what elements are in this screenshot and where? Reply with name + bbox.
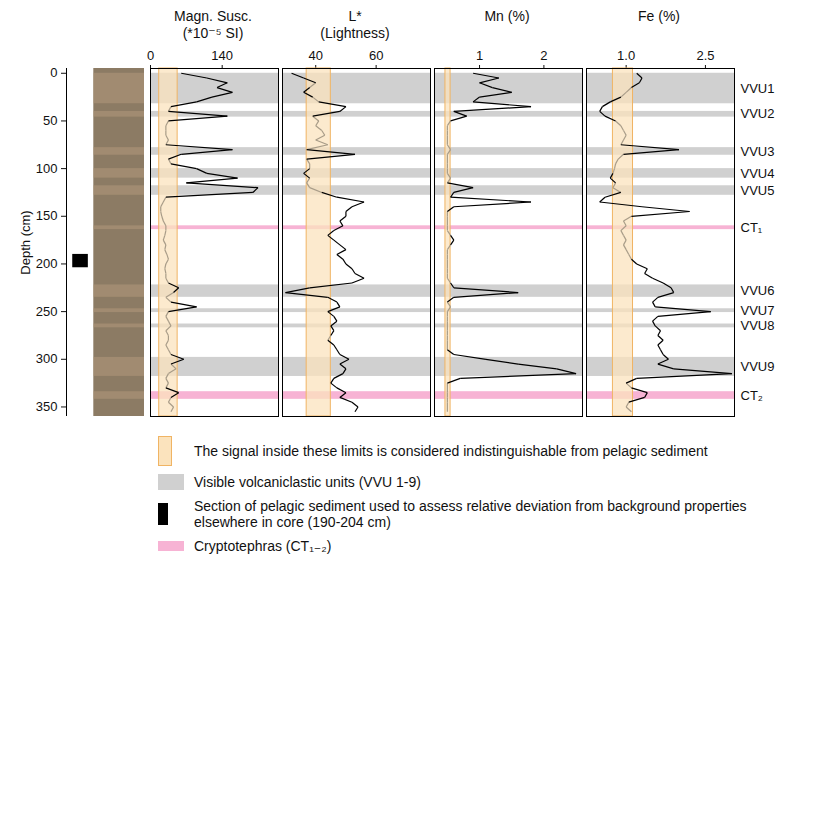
svg-text:150: 150: [36, 208, 58, 223]
html-text:Cryptotephras (CT₁₋₂): Cryptotephras (CT₁₋₂): [194, 538, 332, 554]
svg-text:CT₂: CT₂: [741, 388, 763, 403]
svg-text:50: 50: [43, 113, 57, 128]
svg-text:VVU7: VVU7: [741, 303, 775, 318]
svg-text:0: 0: [147, 48, 154, 63]
svg-text:VVU6: VVU6: [741, 283, 775, 298]
svg-text:VVU5: VVU5: [741, 183, 775, 198]
svg-text:0: 0: [50, 65, 57, 80]
svg-text:60: 60: [369, 48, 383, 63]
svg-text:250: 250: [36, 304, 58, 319]
svg-text:1.0: 1.0: [617, 48, 635, 63]
svg-text:CT₁: CT₁: [741, 220, 763, 235]
html-text:(*10⁻⁵ SI): (*10⁻⁵ SI): [182, 25, 244, 41]
svg-text:VVU9: VVU9: [741, 359, 775, 374]
svg-text:40: 40: [308, 48, 322, 63]
svg-text:VVU3: VVU3: [741, 144, 775, 159]
svg-text:VVU2: VVU2: [741, 106, 775, 121]
html-text:L*: L*: [348, 8, 362, 24]
html-text:Fe (%): Fe (%): [638, 8, 680, 24]
html-text:Visible volcaniclastic units (: Visible volcaniclastic units (VVU 1-9): [194, 474, 421, 490]
html-text:The signal inside these limits: The signal inside these limits is consid…: [194, 443, 708, 459]
svg-text:1: 1: [476, 48, 483, 63]
html-text:Section of pelagic sediment us: Section of pelagic sediment used to asse…: [194, 498, 747, 530]
svg-text:300: 300: [36, 351, 58, 366]
svg-text:200: 200: [36, 256, 58, 271]
svg-text:140: 140: [211, 48, 233, 63]
svg-text:VVU4: VVU4: [741, 166, 775, 181]
svg-text:2.5: 2.5: [696, 48, 714, 63]
svg-text:100: 100: [36, 161, 58, 176]
svg-text:Depth (cm): Depth (cm): [18, 210, 33, 274]
svg-text:VVU1: VVU1: [741, 81, 775, 96]
html-text:(Lightness): (Lightness): [320, 25, 390, 41]
svg-text:VVU8: VVU8: [741, 318, 775, 333]
svg-text:350: 350: [36, 399, 58, 414]
html-text:Mn (%): Mn (%): [484, 8, 530, 24]
svg-text:2: 2: [540, 48, 547, 63]
html-text:Magn. Susc.: Magn. Susc.: [174, 8, 252, 24]
